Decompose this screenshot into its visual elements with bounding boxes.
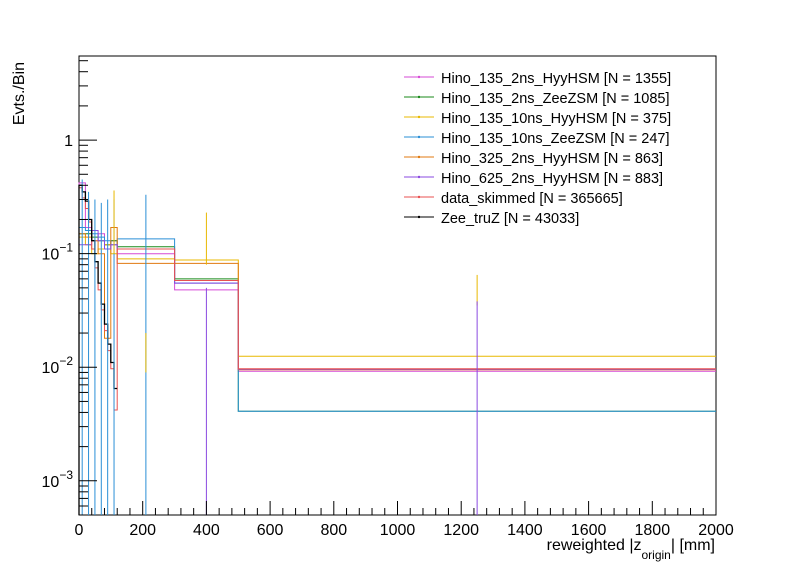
legend: Hino_135_2ns_HyyHSM [N = 1355] Hino_135_2… xyxy=(404,71,671,227)
x-axis-label-main: reweighted |z xyxy=(547,537,642,554)
legend-marker xyxy=(417,115,421,119)
x-tick-label: 600 xyxy=(257,522,284,539)
x-axis-label: reweighted |zorigin| [mm] xyxy=(547,537,715,562)
x-axis-label-sub: origin xyxy=(641,548,670,562)
y-tick-label: 10−1 xyxy=(42,241,74,264)
legend-label: Zee_truZ [N = 43033] xyxy=(441,211,579,227)
legend-marker xyxy=(417,195,421,199)
x-axis-label-tail: | [mm] xyxy=(671,537,715,554)
legend-label: Hino_135_2ns_HyyHSM [N = 1355] xyxy=(441,71,671,87)
legend-label: Hino_625_2ns_HyyHSM [N = 883] xyxy=(441,171,663,187)
legend-label: Hino_135_2ns_ZeeZSM [N = 1085] xyxy=(441,91,670,107)
x-tick-label: 200 xyxy=(129,522,156,539)
legend-marker xyxy=(417,135,421,139)
series-layer xyxy=(78,182,716,515)
x-tick-label: 1600 xyxy=(571,522,607,539)
legend-label: Hino_135_10ns_HyyHSM [N = 375] xyxy=(441,111,671,127)
legend-marker xyxy=(417,215,421,219)
legend-marker xyxy=(417,75,421,79)
y-tick-label: 10−2 xyxy=(42,354,74,377)
legend-label: Hino_135_10ns_ZeeZSM [N = 247] xyxy=(441,131,670,147)
y-tick-label: 1 xyxy=(64,133,73,150)
y-tick-label: 10−3 xyxy=(42,468,74,491)
x-tick-label: 1000 xyxy=(380,522,416,539)
x-axis: 0 200 400 600 800 1000 1200 1400 1600 1800 2000 xyxy=(75,501,734,539)
x-tick-label: 0 xyxy=(75,522,84,539)
series-line-5 xyxy=(78,227,716,515)
y-axis-label: Evts./Bin xyxy=(11,62,28,125)
x-tick-label: 1400 xyxy=(507,522,543,539)
series-line-1 xyxy=(78,182,716,515)
x-tick-label: 1800 xyxy=(635,522,671,539)
y-axis: 1 10−1 10−2 10−3 xyxy=(42,60,97,516)
x-tick-label: 800 xyxy=(320,522,347,539)
legend-marker xyxy=(417,155,421,159)
x-tick-label: 2000 xyxy=(698,522,734,539)
x-tick-label: 400 xyxy=(193,522,220,539)
legend-marker xyxy=(417,175,421,179)
legend-label: Hino_325_2ns_HyyHSM [N = 863] xyxy=(441,151,663,167)
legend-label: data_skimmed [N = 365665] xyxy=(441,191,623,207)
legend-marker xyxy=(417,95,421,99)
series-line-7 xyxy=(78,187,716,515)
series-line-8 xyxy=(78,184,118,515)
x-tick-label: 1200 xyxy=(443,522,479,539)
spike-layer xyxy=(81,179,478,515)
